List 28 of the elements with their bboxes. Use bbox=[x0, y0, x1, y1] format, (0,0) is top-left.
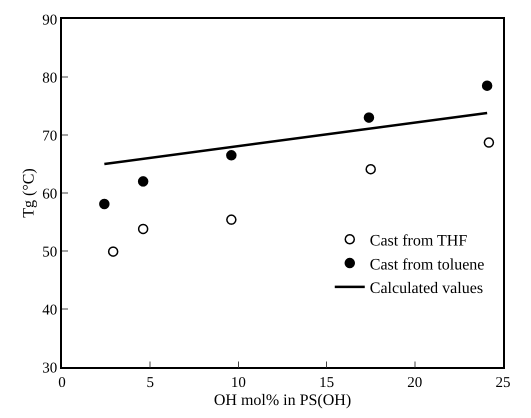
y-tick-label: 90 bbox=[42, 12, 58, 28]
point bbox=[482, 80, 492, 91]
point bbox=[365, 164, 376, 174]
x-tick-label: 0 bbox=[58, 374, 66, 391]
y-tick-label: 30 bbox=[42, 360, 58, 376]
point bbox=[226, 150, 237, 161]
point bbox=[138, 176, 148, 187]
point bbox=[226, 214, 237, 225]
legend-label: Cast from toluene bbox=[370, 256, 484, 274]
point bbox=[484, 137, 494, 148]
x-tick-label: 15 bbox=[319, 374, 334, 391]
y-tick-label: 70 bbox=[42, 128, 58, 144]
point bbox=[99, 198, 110, 210]
point bbox=[108, 246, 118, 257]
y-tick-label: 60 bbox=[42, 186, 58, 202]
point bbox=[138, 224, 148, 234]
y-axis-title: Tg (°C) bbox=[20, 168, 38, 218]
x-tick-label: 25 bbox=[496, 374, 510, 391]
y-tick-label: 50 bbox=[42, 244, 58, 260]
x-tick-label: 20 bbox=[407, 374, 422, 391]
x-tick-label: 5 bbox=[146, 374, 154, 391]
x-tick-label: 10 bbox=[230, 374, 246, 391]
x-axis-title: OH mol% in PS(OH) bbox=[214, 392, 352, 409]
legend-label: Cast from THF bbox=[370, 232, 468, 250]
point bbox=[364, 112, 374, 123]
y-tick-label: 80 bbox=[42, 70, 58, 86]
legend-label: Calculated values bbox=[370, 280, 484, 298]
y-tick-label: 40 bbox=[42, 302, 58, 318]
